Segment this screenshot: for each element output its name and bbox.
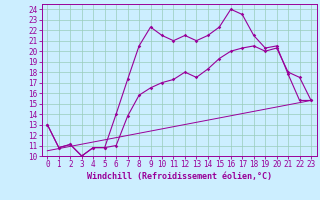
X-axis label: Windchill (Refroidissement éolien,°C): Windchill (Refroidissement éolien,°C)	[87, 172, 272, 181]
